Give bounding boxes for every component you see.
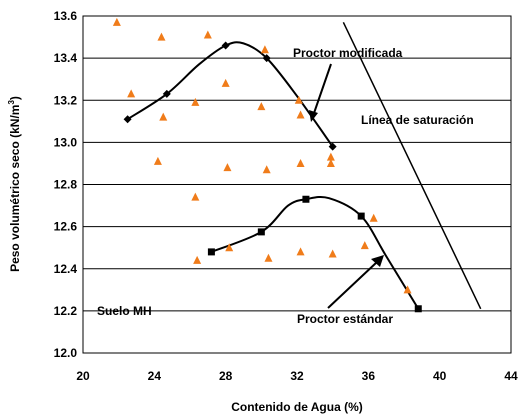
x-tick-label: 20 [76, 369, 90, 383]
annotations: Proctor modificada Línea de saturación S… [97, 46, 474, 326]
line-linea-de-saturacion [342, 21, 482, 310]
annotation-suelo-mh: Suelo MH [97, 304, 152, 318]
point-proctor-estandar [414, 305, 422, 313]
x-tick-label: 36 [362, 369, 376, 383]
point-suelo-mh [360, 241, 369, 250]
point-suelo-mh [223, 163, 232, 172]
point-suelo-mh [296, 158, 305, 167]
point-suelo-mh [203, 30, 212, 39]
y-tick-label: 13.4 [54, 51, 78, 65]
y-tick-label: 12.0 [54, 346, 78, 360]
y-axis-label-sup: 3 [7, 100, 16, 105]
x-tick-label: 44 [504, 369, 518, 383]
point-suelo-mh [262, 165, 271, 174]
arrowhead-proctor-estandar [371, 255, 384, 267]
annotation-proctor-estandar: Proctor estándar [297, 312, 393, 326]
x-tick-labels: 20 24 28 32 36 40 44 [76, 369, 518, 383]
y-tick-label: 12.4 [54, 262, 78, 276]
x-tick-label: 24 [148, 369, 162, 383]
y-tick-labels: 12.0 12.2 12.4 12.6 12.8 13.0 13.2 13.4 13.6 [54, 9, 78, 360]
y-axis-label: Peso volumétrico seco (kN/m3) [7, 96, 22, 272]
point-suelo-mh [257, 102, 266, 111]
curve-proctor-estandar [211, 195, 420, 310]
x-axis-label: Contenido de Agua (%) [231, 400, 363, 414]
point-suelo-mh [191, 192, 200, 201]
point-suelo-mh [403, 285, 412, 294]
point-proctor-estandar [207, 248, 215, 256]
point-suelo-mh [225, 243, 234, 252]
curve-proctor-modificada [127, 41, 334, 148]
point-suelo-mh [328, 249, 337, 258]
markers [112, 17, 422, 313]
point-proctor-modificada [262, 54, 271, 63]
y-tick-label: 12.8 [54, 178, 78, 192]
y-tick-label: 12.6 [54, 220, 78, 234]
annotation-proctor-modificada: Proctor modificada [293, 46, 403, 60]
point-suelo-mh [221, 78, 230, 87]
point-suelo-mh [191, 97, 200, 106]
arrow-proctor-modificada [312, 63, 332, 117]
point-proctor-estandar [302, 195, 310, 203]
y-tick-label: 13.6 [54, 9, 78, 23]
y-tick-label: 13.0 [54, 135, 78, 149]
point-suelo-mh [296, 247, 305, 256]
point-suelo-mh [159, 112, 168, 121]
point-suelo-mh [112, 17, 121, 26]
y-axis-label-close: ) [8, 96, 22, 100]
point-suelo-mh [260, 45, 269, 54]
x-tick-label: 32 [290, 369, 304, 383]
point-proctor-modificada [328, 142, 337, 151]
point-suelo-mh [294, 95, 303, 104]
point-proctor-estandar [357, 212, 365, 220]
point-suelo-mh [127, 89, 136, 98]
point-proctor-estandar [257, 228, 265, 236]
point-suelo-mh [369, 213, 378, 222]
x-tick-label: 40 [433, 369, 447, 383]
point-suelo-mh [153, 156, 162, 165]
grid-lines [83, 57, 511, 312]
point-suelo-mh [326, 158, 335, 167]
point-suelo-mh [193, 255, 202, 264]
point-proctor-modificada [162, 89, 171, 98]
y-tick-label: 12.2 [54, 304, 78, 318]
annotation-linea-saturacion: Línea de saturación [361, 113, 474, 127]
arrow-proctor-estandar [327, 261, 378, 309]
point-suelo-mh [157, 32, 166, 41]
point-suelo-mh [326, 152, 335, 161]
point-proctor-modificada [123, 115, 132, 124]
x-tick-label: 28 [219, 369, 233, 383]
point-suelo-mh [296, 110, 305, 119]
point-suelo-mh [264, 253, 273, 262]
y-axis-label-main: Peso volumétrico seco (kN/m [8, 105, 22, 272]
curves [127, 21, 482, 310]
arrowhead-proctor-modificada [309, 110, 318, 122]
y-tick-label: 13.2 [54, 93, 78, 107]
point-proctor-modificada [221, 41, 230, 50]
